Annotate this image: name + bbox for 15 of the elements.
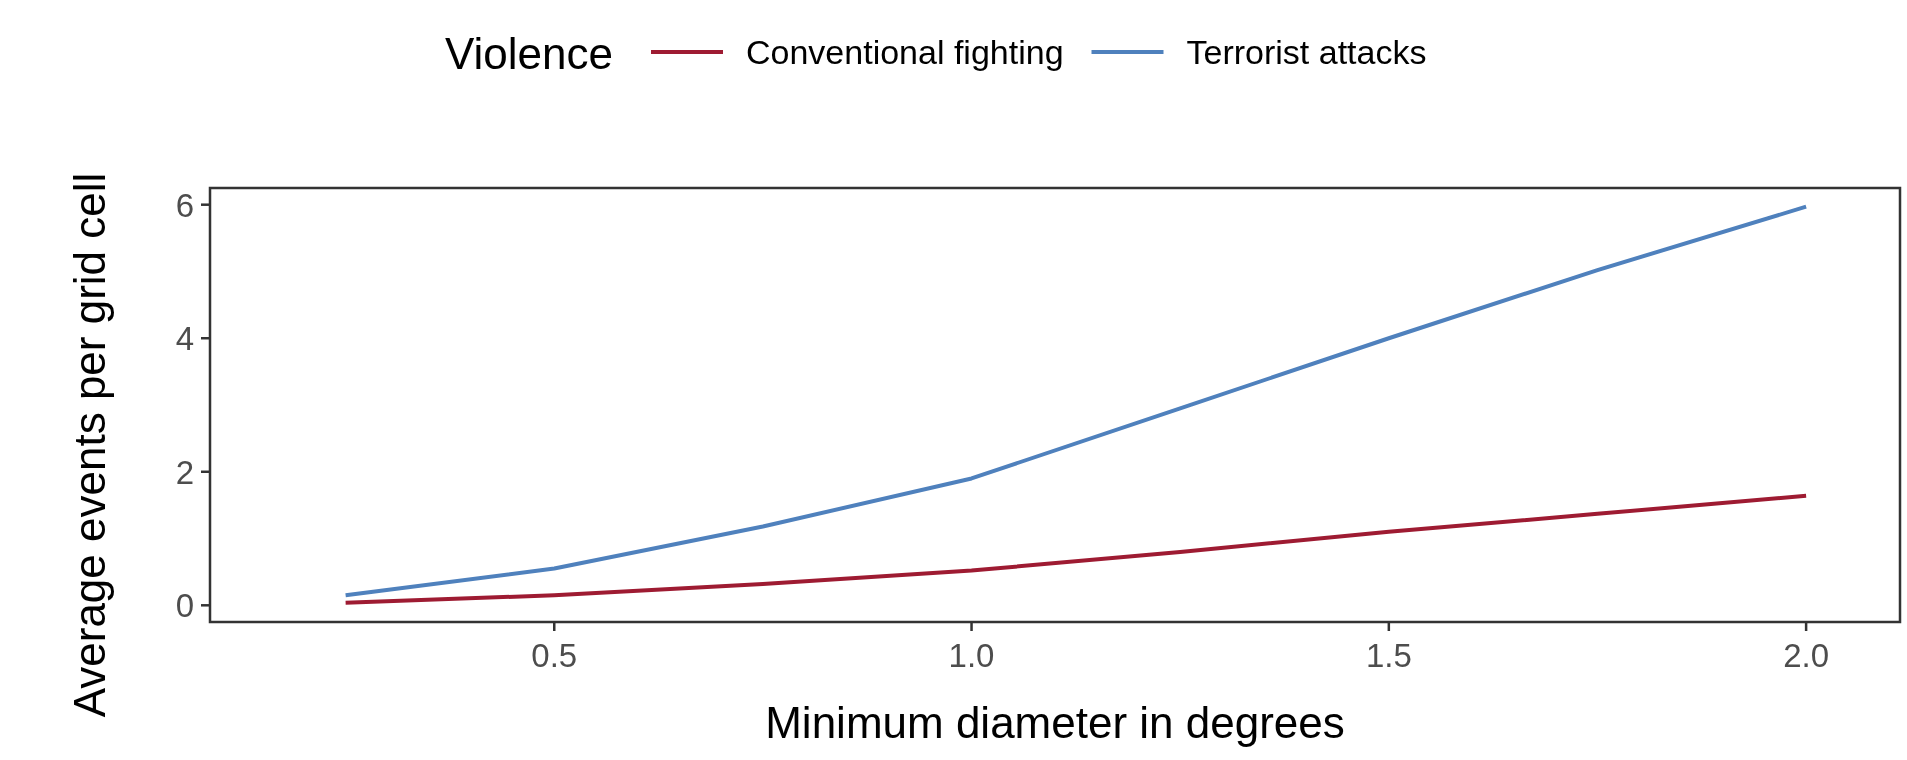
x-tick-label: 2.0 <box>1783 637 1830 674</box>
x-tick-label: 1.0 <box>948 637 995 674</box>
y-axis-title: Average events per grid cell <box>65 172 114 718</box>
y-tick-label: 6 <box>175 186 194 224</box>
y-tick-label: 0 <box>175 587 194 625</box>
legend-label: Conventional fighting <box>746 33 1064 71</box>
x-tick-label: 1.5 <box>1365 637 1412 674</box>
x-tick-label: 0.5 <box>531 637 578 674</box>
y-tick-label: 2 <box>175 453 194 491</box>
line-series <box>343 204 1809 598</box>
x-axis-title: Minimum diameter in degrees <box>765 698 1345 747</box>
line-series <box>343 493 1809 605</box>
y-tick-label: 4 <box>175 320 194 358</box>
legend-label: Terrorist attacks <box>1186 33 1427 71</box>
legend-title: Violence <box>445 29 613 78</box>
